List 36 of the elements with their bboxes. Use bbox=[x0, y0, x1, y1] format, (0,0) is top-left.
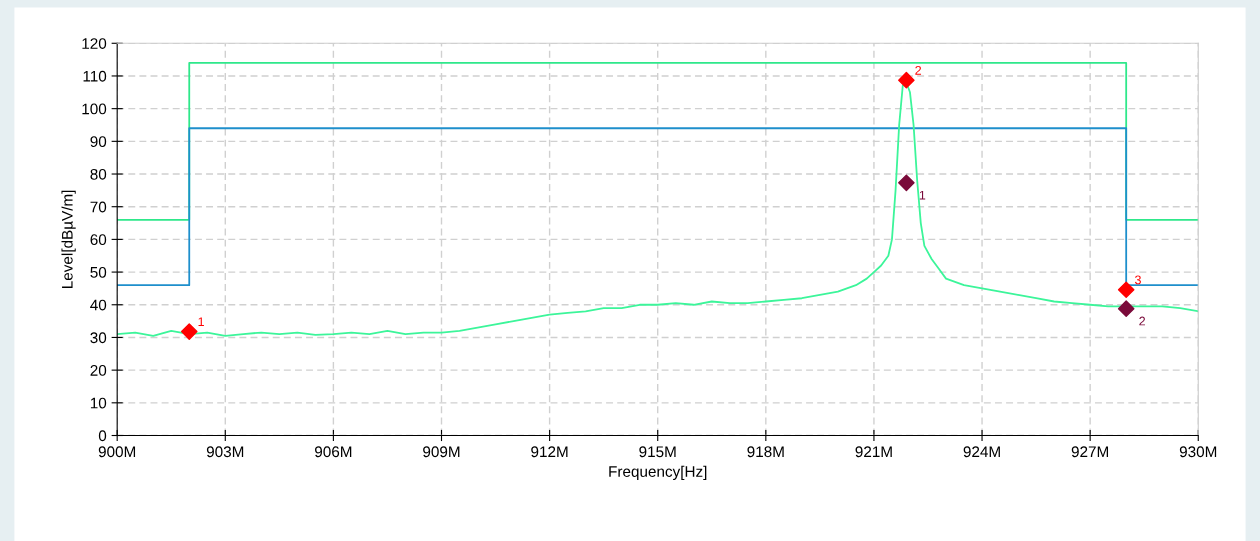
y-tick-label: 120 bbox=[82, 38, 107, 49]
annotation: 2 bbox=[1139, 316, 1146, 326]
x-tick-label: 903M bbox=[206, 446, 244, 458]
annotation: 3 bbox=[1135, 275, 1141, 285]
x-tick-label: 906M bbox=[315, 446, 352, 458]
y-tick-label: 50 bbox=[90, 266, 107, 278]
annotation: 1 bbox=[198, 317, 204, 327]
x-tick-label: 915M bbox=[639, 446, 676, 458]
x-tick-label: 930M bbox=[1179, 446, 1217, 458]
point bbox=[1117, 281, 1135, 299]
y-tick-label: 0 bbox=[98, 430, 107, 442]
x-tick-label: 918M bbox=[747, 446, 784, 458]
x-tick-label: 927M bbox=[1071, 446, 1109, 458]
y-tick-label: 60 bbox=[90, 234, 107, 246]
y-axis-title: Level[dBµV/m] bbox=[61, 190, 76, 288]
y-tick-label: 10 bbox=[90, 397, 107, 409]
y-tick-label: 110 bbox=[83, 70, 107, 82]
y-tick-label: 70 bbox=[90, 201, 107, 213]
x-tick-label: 921M bbox=[855, 446, 892, 458]
y-tick-label: 20 bbox=[90, 365, 107, 376]
y-tick-label: 80 bbox=[90, 168, 107, 180]
annotation: 2 bbox=[915, 65, 922, 75]
x-tick-label: 924M bbox=[963, 446, 1000, 458]
y-tick-label: 30 bbox=[90, 332, 107, 344]
y-tick-label: 90 bbox=[90, 136, 107, 148]
point bbox=[180, 323, 198, 340]
point bbox=[898, 71, 915, 89]
x-tick-label: 900M bbox=[98, 446, 136, 458]
x-tick-label: 909M bbox=[423, 446, 460, 458]
annotation: 1 bbox=[919, 190, 926, 200]
point bbox=[1117, 300, 1135, 317]
y-tick-label: 100 bbox=[82, 103, 107, 115]
point bbox=[898, 174, 915, 192]
x-axis-title: Frequency[Hz] bbox=[609, 465, 707, 480]
x-tick-label: 912M bbox=[531, 446, 568, 458]
y-tick-label: 40 bbox=[90, 299, 107, 311]
